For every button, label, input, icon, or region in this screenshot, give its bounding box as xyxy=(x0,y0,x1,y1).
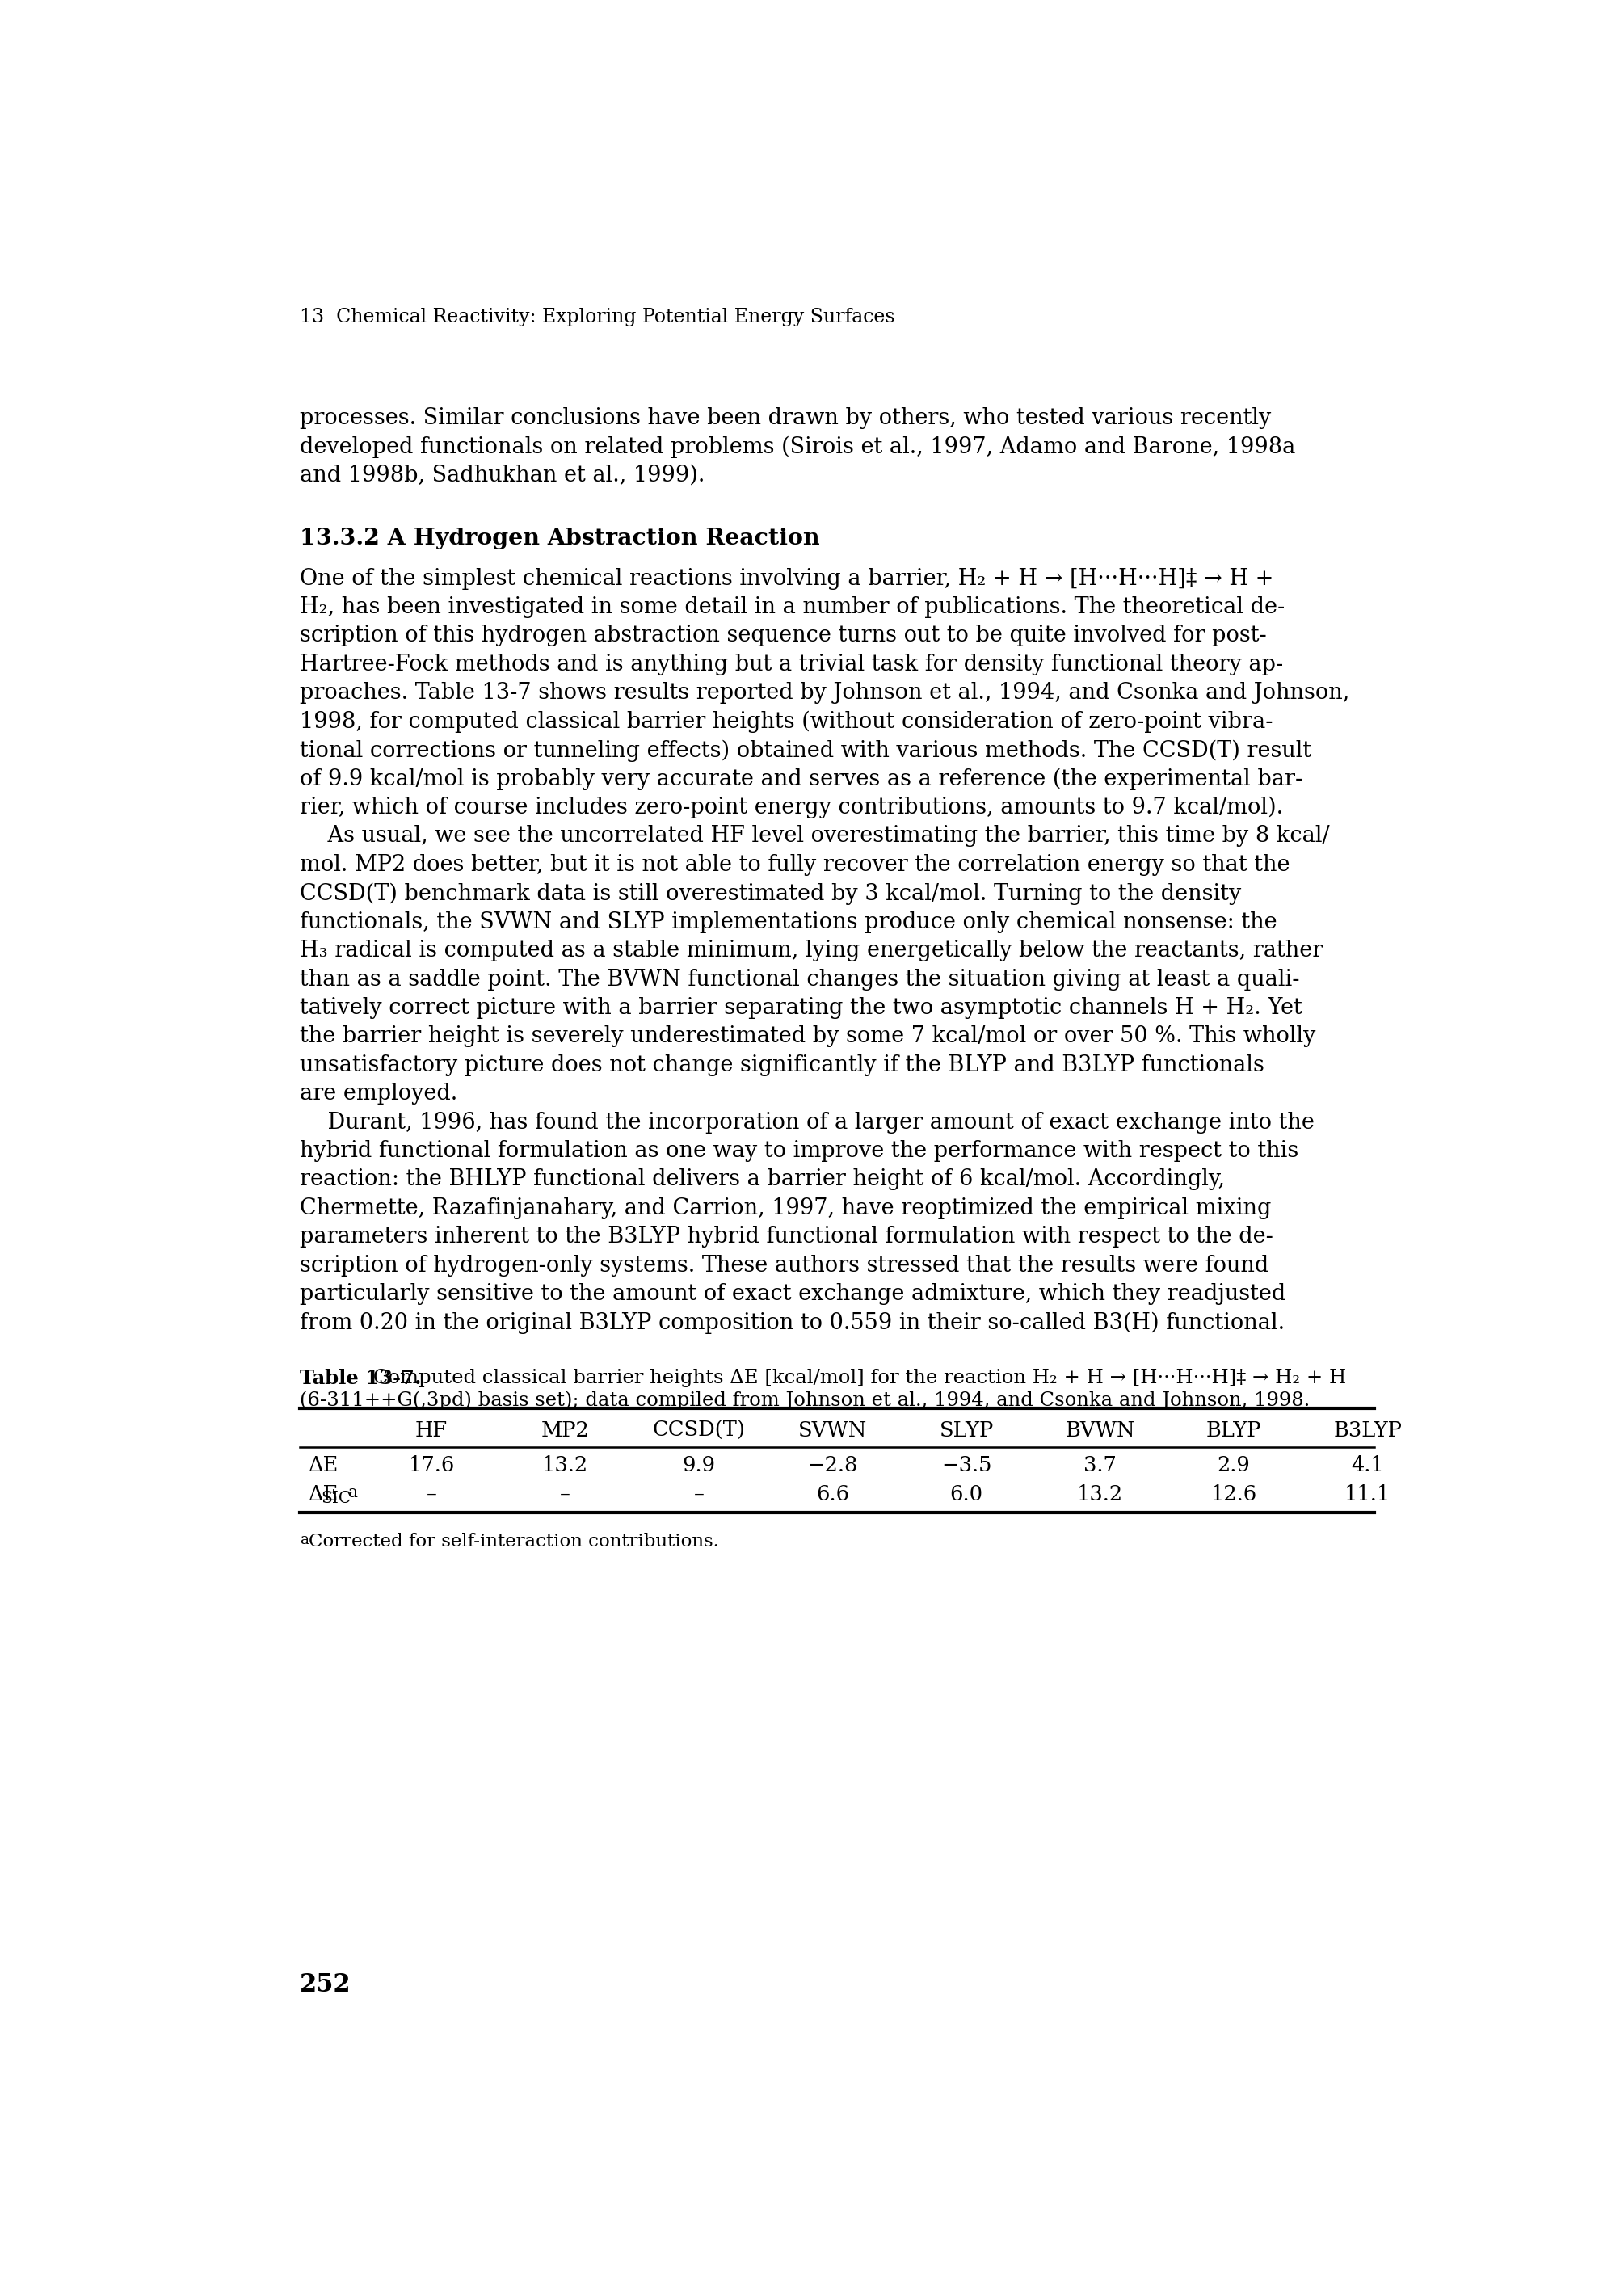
Text: 9.9: 9.9 xyxy=(682,1456,716,1476)
Text: developed functionals on related problems (Sirois et al., 1997, Adamo and Barone: developed functionals on related problem… xyxy=(300,435,1296,458)
Text: As usual, we see the uncorrelated HF level overestimating the barrier, this time: As usual, we see the uncorrelated HF lev… xyxy=(300,826,1330,847)
Text: reaction: the BHLYP functional delivers a barrier height of 6 kcal/mol. Accordin: reaction: the BHLYP functional delivers … xyxy=(300,1170,1224,1190)
Text: tatively correct picture with a barrier separating the two asymptotic channels H: tatively correct picture with a barrier … xyxy=(300,998,1302,1019)
Text: a: a xyxy=(300,1534,309,1547)
Text: tional corrections or tunneling effects) obtained with various methods. The CCSD: tional corrections or tunneling effects)… xyxy=(300,739,1312,762)
Text: 13.3.2 A Hydrogen Abstraction Reaction: 13.3.2 A Hydrogen Abstraction Reaction xyxy=(300,526,820,549)
Text: HF: HF xyxy=(416,1421,448,1440)
Text: unsatisfactory picture does not change significantly if the BLYP and B3LYP funct: unsatisfactory picture does not change s… xyxy=(300,1055,1265,1076)
Text: 2.9: 2.9 xyxy=(1218,1456,1250,1476)
Text: are employed.: are employed. xyxy=(300,1083,458,1106)
Text: hybrid functional formulation as one way to improve the performance with respect: hybrid functional formulation as one way… xyxy=(300,1140,1299,1163)
Text: SLYP: SLYP xyxy=(939,1421,994,1440)
Text: Durant, 1996, has found the incorporation of a larger amount of exact exchange i: Durant, 1996, has found the incorporatio… xyxy=(300,1112,1315,1133)
Text: functionals, the SVWN and SLYP implementations produce only chemical nonsense: t: functionals, the SVWN and SLYP implement… xyxy=(300,911,1278,934)
Text: parameters inherent to the B3LYP hybrid functional formulation with respect to t: parameters inherent to the B3LYP hybrid … xyxy=(300,1227,1273,1248)
Text: than as a saddle point. The BVWN functional changes the situation giving at leas: than as a saddle point. The BVWN functio… xyxy=(300,968,1299,991)
Text: 11.1: 11.1 xyxy=(1345,1483,1390,1504)
Text: H₃ radical is computed as a stable minimum, lying energetically below the reacta: H₃ radical is computed as a stable minim… xyxy=(300,941,1324,961)
Text: 3.7: 3.7 xyxy=(1083,1456,1117,1476)
Text: 4.1: 4.1 xyxy=(1351,1456,1384,1476)
Text: 6.6: 6.6 xyxy=(817,1483,849,1504)
Text: BLYP: BLYP xyxy=(1207,1421,1262,1440)
Text: a: a xyxy=(348,1486,357,1502)
Text: Table 13-7.: Table 13-7. xyxy=(300,1369,422,1387)
Text: –: – xyxy=(693,1483,705,1504)
Text: rier, which of course includes zero-point energy contributions, amounts to 9.7 k: rier, which of course includes zero-poin… xyxy=(300,797,1283,819)
Text: 1998, for computed classical barrier heights (without consideration of zero-poin: 1998, for computed classical barrier hei… xyxy=(300,712,1273,732)
Text: scription of this hydrogen abstraction sequence turns out to be quite involved f: scription of this hydrogen abstraction s… xyxy=(300,625,1267,648)
Text: 13.2: 13.2 xyxy=(542,1456,588,1476)
Text: CCSD(T) benchmark data is still overestimated by 3 kcal/mol. Turning to the dens: CCSD(T) benchmark data is still overesti… xyxy=(300,884,1241,904)
Text: One of the simplest chemical reactions involving a barrier, H₂ + H → [H···H···H]: One of the simplest chemical reactions i… xyxy=(300,568,1273,591)
Text: Hartree-Fock methods and is anything but a trivial task for density functional t: Hartree-Fock methods and is anything but… xyxy=(300,655,1283,675)
Text: 6.0: 6.0 xyxy=(950,1483,983,1504)
Text: and 1998b, Sadhukhan et al., 1999).: and 1998b, Sadhukhan et al., 1999). xyxy=(300,465,705,485)
Text: 17.6: 17.6 xyxy=(408,1456,455,1476)
Text: 12.6: 12.6 xyxy=(1212,1483,1257,1504)
Text: proaches. Table 13-7 shows results reported by Johnson et al., 1994, and Csonka : proaches. Table 13-7 shows results repor… xyxy=(300,682,1350,705)
Text: scription of hydrogen-only systems. These authors stressed that the results were: scription of hydrogen-only systems. Thes… xyxy=(300,1254,1268,1277)
Text: ΔE: ΔE xyxy=(307,1456,338,1476)
Text: 13  Chemical Reactivity: Exploring Potential Energy Surfaces: 13 Chemical Reactivity: Exploring Potent… xyxy=(300,307,895,327)
Text: –: – xyxy=(560,1483,570,1504)
Text: 13.2: 13.2 xyxy=(1077,1483,1124,1504)
Text: Computed classical barrier heights ΔE [kcal/mol] for the reaction H₂ + H → [H···: Computed classical barrier heights ΔE [k… xyxy=(367,1369,1346,1387)
Text: 252: 252 xyxy=(300,1971,351,1996)
Text: CCSD(T): CCSD(T) xyxy=(653,1421,745,1440)
Text: particularly sensitive to the amount of exact exchange admixture, which they rea: particularly sensitive to the amount of … xyxy=(300,1284,1286,1305)
Text: (6-311++G(,3pd) basis set); data compiled from Johnson et al., 1994, and Csonka : (6-311++G(,3pd) basis set); data compile… xyxy=(300,1392,1311,1410)
Text: SIC: SIC xyxy=(322,1490,351,1506)
Text: SVWN: SVWN xyxy=(799,1421,867,1440)
Text: from 0.20 in the original B3LYP composition to 0.559 in their so-called B3(H) fu: from 0.20 in the original B3LYP composit… xyxy=(300,1312,1285,1334)
Text: processes. Similar conclusions have been drawn by others, who tested various rec: processes. Similar conclusions have been… xyxy=(300,407,1272,428)
Text: of 9.9 kcal/mol is probably very accurate and serves as a reference (the experim: of 9.9 kcal/mol is probably very accurat… xyxy=(300,769,1302,790)
Text: −2.8: −2.8 xyxy=(807,1456,857,1476)
Text: MP2: MP2 xyxy=(541,1421,590,1440)
Text: the barrier height is severely underestimated by some 7 kcal/mol or over 50 %. T: the barrier height is severely underesti… xyxy=(300,1025,1315,1048)
Text: ΔE: ΔE xyxy=(307,1483,338,1504)
Text: Chermette, Razafinjanahary, and Carrion, 1997, have reoptimized the empirical mi: Chermette, Razafinjanahary, and Carrion,… xyxy=(300,1197,1272,1220)
Text: −3.5: −3.5 xyxy=(942,1456,992,1476)
Text: Corrected for self-interaction contributions.: Corrected for self-interaction contribut… xyxy=(309,1534,719,1550)
Text: B3LYP: B3LYP xyxy=(1333,1421,1402,1440)
Text: BVWN: BVWN xyxy=(1065,1421,1135,1440)
Text: H₂, has been investigated in some detail in a number of publications. The theore: H₂, has been investigated in some detail… xyxy=(300,597,1285,618)
Text: mol. MP2 does better, but it is not able to fully recover the correlation energy: mol. MP2 does better, but it is not able… xyxy=(300,854,1289,877)
Text: –: – xyxy=(427,1483,437,1504)
